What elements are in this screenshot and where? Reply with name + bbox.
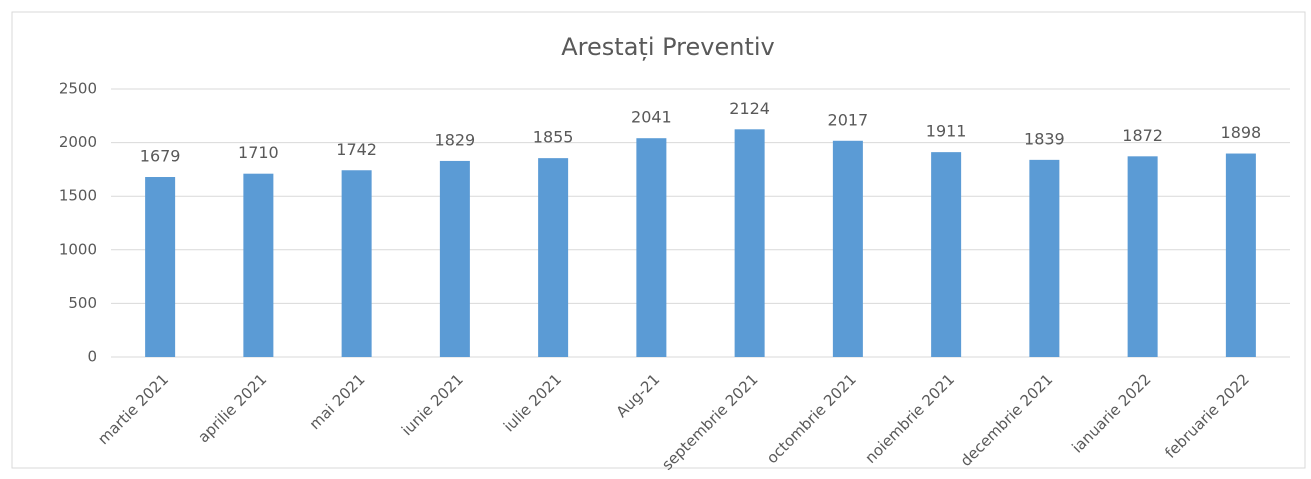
value-label: 1742 xyxy=(336,140,377,159)
value-label: 1898 xyxy=(1221,123,1262,142)
bar xyxy=(1225,153,1256,357)
y-tick-label: 0 xyxy=(87,348,97,366)
bar xyxy=(1029,159,1060,357)
value-label: 1872 xyxy=(1122,126,1163,145)
bar xyxy=(145,177,176,357)
value-label: 1839 xyxy=(1024,129,1065,148)
value-label: 2124 xyxy=(729,99,770,118)
bar xyxy=(832,140,863,357)
bar xyxy=(1127,156,1158,357)
bar xyxy=(538,158,569,357)
y-tick-label: 1000 xyxy=(59,240,97,258)
y-tick-label: 500 xyxy=(68,294,97,312)
bar xyxy=(439,160,470,357)
bar xyxy=(734,129,765,357)
value-label: 1911 xyxy=(926,122,967,141)
bar xyxy=(636,138,667,357)
value-label: 1679 xyxy=(140,147,181,166)
chart-title: Arestați Preventiv xyxy=(561,33,774,61)
y-tick-label: 2000 xyxy=(59,133,97,151)
value-label: 2041 xyxy=(631,108,672,127)
y-tick-label: 2500 xyxy=(59,80,97,98)
y-tick-label: 1500 xyxy=(59,187,97,205)
bar xyxy=(243,173,274,357)
value-label: 1855 xyxy=(533,128,574,147)
value-label: 1829 xyxy=(435,130,476,149)
value-label: 1710 xyxy=(238,143,279,162)
bar xyxy=(341,170,372,357)
bar xyxy=(931,152,962,357)
value-label: 2017 xyxy=(828,110,869,129)
